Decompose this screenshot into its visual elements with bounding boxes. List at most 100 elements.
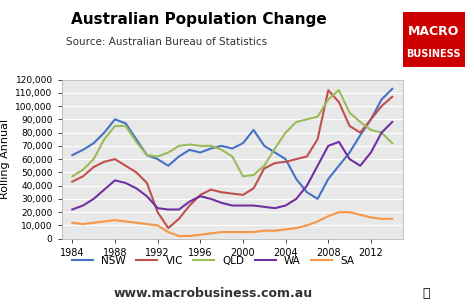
SA <box>101 220 107 223</box>
QLD <box>91 157 96 161</box>
VIC <box>379 104 384 108</box>
WA <box>261 205 267 209</box>
SA <box>123 220 128 223</box>
SA <box>325 214 331 218</box>
WA <box>187 200 192 203</box>
VIC <box>155 210 160 214</box>
Text: MACRO: MACRO <box>408 25 459 38</box>
QLD <box>315 115 320 118</box>
SA <box>133 221 139 225</box>
WA <box>315 164 320 168</box>
NSW <box>336 164 342 168</box>
QLD <box>346 111 352 114</box>
NSW <box>304 190 310 194</box>
VIC <box>251 186 256 190</box>
SA <box>336 210 342 214</box>
VIC <box>133 170 139 174</box>
VIC <box>80 174 86 178</box>
WA <box>165 208 171 211</box>
VIC <box>315 137 320 141</box>
QLD <box>155 155 160 158</box>
Text: www.macrobusiness.com.au: www.macrobusiness.com.au <box>114 287 313 300</box>
QLD <box>69 174 75 178</box>
WA <box>293 197 299 201</box>
QLD <box>133 140 139 144</box>
SA <box>144 222 150 226</box>
WA <box>91 197 96 201</box>
WA <box>368 151 374 154</box>
Text: Source: Australian Bureau of Statistics: Source: Australian Bureau of Statistics <box>66 37 267 47</box>
QLD <box>368 128 374 132</box>
WA <box>155 206 160 210</box>
NSW <box>272 151 278 154</box>
VIC <box>176 217 182 221</box>
QLD <box>208 144 214 148</box>
NSW <box>197 151 203 154</box>
Line: VIC: VIC <box>72 90 392 228</box>
WA <box>123 181 128 185</box>
SA <box>165 230 171 234</box>
NSW <box>293 177 299 181</box>
VIC <box>91 165 96 169</box>
QLD <box>293 120 299 124</box>
QLD <box>304 118 310 121</box>
WA <box>229 204 235 207</box>
VIC <box>346 124 352 128</box>
VIC <box>219 190 224 194</box>
VIC <box>165 226 171 230</box>
NSW <box>240 141 246 145</box>
SA <box>69 221 75 225</box>
QLD <box>80 168 86 172</box>
NSW <box>101 131 107 134</box>
NSW <box>208 147 214 150</box>
VIC <box>293 157 299 161</box>
NSW <box>187 148 192 152</box>
SA <box>112 218 118 222</box>
Line: SA: SA <box>72 212 392 236</box>
NSW <box>315 197 320 201</box>
WA <box>101 188 107 192</box>
NSW <box>69 153 75 157</box>
QLD <box>240 174 246 178</box>
VIC <box>357 131 363 134</box>
SA <box>80 222 86 226</box>
Legend: NSW, VIC, QLD, WA, SA: NSW, VIC, QLD, WA, SA <box>68 252 359 270</box>
Text: Australian Population Change: Australian Population Change <box>71 12 327 27</box>
SA <box>176 234 182 238</box>
WA <box>144 194 150 198</box>
VIC <box>283 160 288 164</box>
SA <box>208 232 214 235</box>
QLD <box>357 120 363 124</box>
VIC <box>187 204 192 207</box>
SA <box>197 233 203 237</box>
Line: QLD: QLD <box>72 90 392 176</box>
NSW <box>91 141 96 145</box>
SA <box>187 234 192 238</box>
NSW <box>325 177 331 181</box>
NSW <box>165 164 171 168</box>
NSW <box>389 87 395 91</box>
NSW <box>346 151 352 154</box>
SA <box>229 230 235 234</box>
VIC <box>69 180 75 184</box>
VIC <box>208 188 214 192</box>
Line: WA: WA <box>72 122 392 210</box>
QLD <box>283 131 288 134</box>
SA <box>240 230 246 234</box>
VIC <box>123 164 128 168</box>
QLD <box>165 151 171 154</box>
VIC <box>304 155 310 158</box>
NSW <box>379 98 384 101</box>
QLD <box>325 98 331 101</box>
NSW <box>80 148 86 152</box>
VIC <box>101 160 107 164</box>
SA <box>304 224 310 227</box>
NSW <box>357 133 363 137</box>
VIC <box>240 193 246 197</box>
SA <box>272 229 278 233</box>
VIC <box>261 166 267 170</box>
WA <box>208 197 214 201</box>
WA <box>219 201 224 205</box>
WA <box>325 144 331 148</box>
WA <box>283 204 288 207</box>
